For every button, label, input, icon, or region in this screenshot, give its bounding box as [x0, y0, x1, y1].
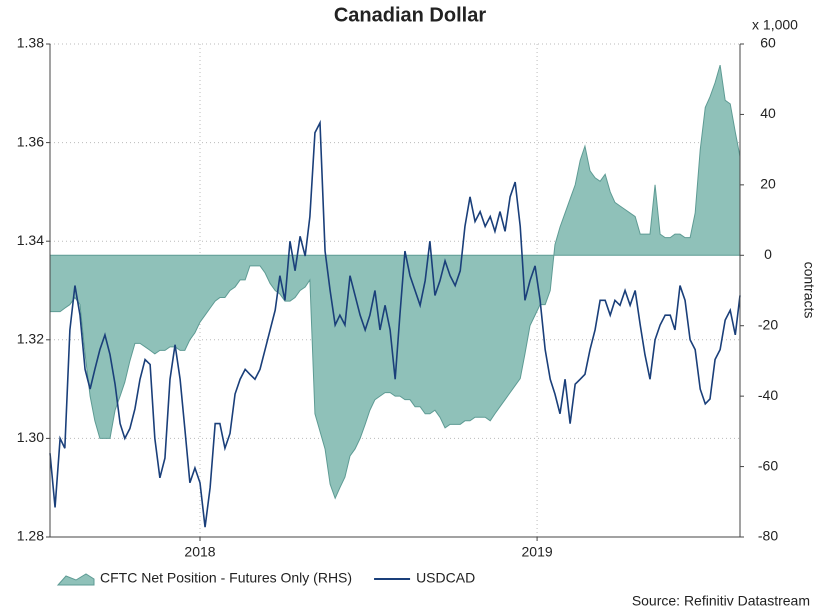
y-tick-label: 1.32	[17, 331, 44, 347]
source: Source: Refinitiv Datastream	[632, 593, 810, 609]
y-tick-label: 1.36	[17, 133, 44, 149]
y2-unit: x 1,000	[752, 17, 798, 33]
y2-axis-label: contracts	[801, 262, 816, 319]
y-tick-label: 1.34	[17, 232, 44, 248]
y2-tick-label: -20	[758, 316, 778, 332]
y2-tick-label: -80	[758, 528, 778, 544]
y-tick-label: 1.28	[17, 528, 44, 544]
chart-title: Canadian Dollar	[334, 4, 486, 26]
y-tick-label: 1.30	[17, 429, 44, 445]
x-tick-label: 2018	[184, 544, 215, 560]
x-tick-label: 2019	[522, 544, 553, 560]
y2-tick-label: 40	[760, 105, 776, 121]
y-tick-label: 1.38	[17, 35, 44, 51]
y2-tick-label: -40	[758, 387, 778, 403]
y2-tick-label: -60	[758, 457, 778, 473]
y2-tick-label: 60	[760, 35, 776, 51]
legend-label: CFTC Net Position - Futures Only (RHS)	[100, 570, 352, 586]
legend-swatch	[56, 573, 95, 586]
y2-tick-label: 0	[764, 246, 772, 262]
y2-tick-label: 20	[760, 176, 776, 192]
line	[49, 119, 741, 528]
legend-label: USDCAD	[416, 570, 475, 586]
area	[49, 64, 741, 500]
